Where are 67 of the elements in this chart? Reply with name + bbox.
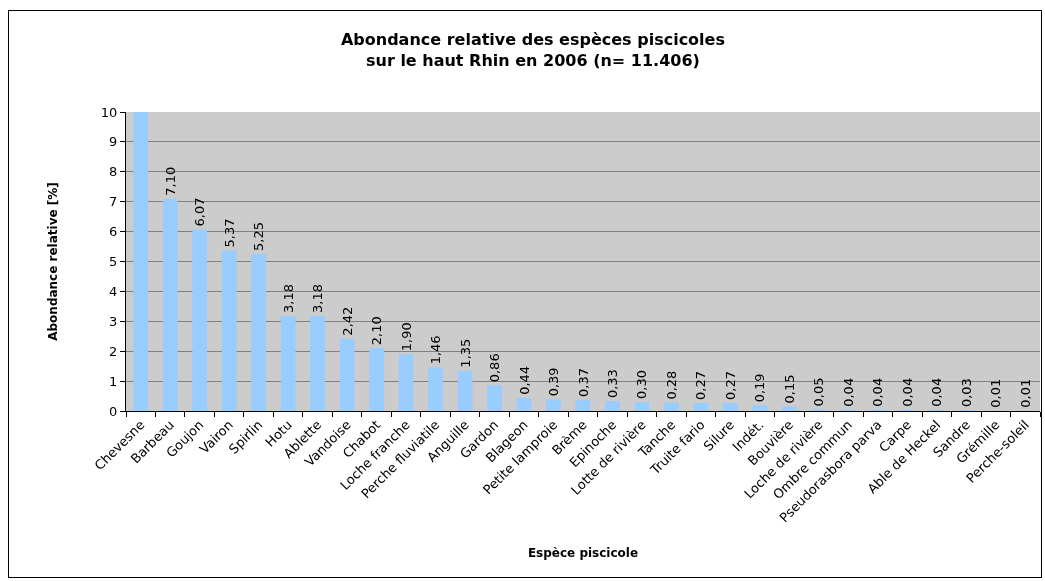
data-label: 0,37 — [575, 367, 591, 397]
bar — [339, 338, 355, 411]
y-axis-title: Abondance relative [%] — [46, 182, 61, 341]
data-label: 2,42 — [339, 306, 355, 336]
bar — [723, 402, 738, 411]
bar — [752, 405, 768, 411]
data-label: 0,04 — [929, 377, 945, 407]
bar — [251, 254, 267, 411]
bar — [192, 229, 208, 411]
chart-title: Abondance relative des espèces piscicoles sur le haut Rhin en 2006 (n= 11.406) — [340, 30, 725, 70]
bar — [487, 385, 502, 411]
x-axis-title: Espèce piscicole — [527, 546, 639, 561]
bar — [782, 406, 797, 411]
y-tick-label: 9 — [109, 134, 118, 150]
data-label: 1,46 — [428, 335, 444, 365]
data-label: 0,19 — [752, 373, 768, 403]
data-label: 0,04 — [840, 377, 856, 407]
y-tick-label: 7 — [109, 194, 118, 210]
y-tick-label: 5 — [109, 254, 118, 270]
bar — [162, 198, 178, 411]
data-label: 5,25 — [251, 222, 267, 252]
data-label: 2,10 — [369, 316, 385, 346]
bar — [664, 402, 679, 411]
bar — [634, 402, 650, 411]
y-tick-label: 3 — [109, 313, 118, 329]
y-tick-label: 1 — [109, 373, 118, 389]
data-label: 0,04 — [870, 377, 886, 407]
data-label: 0,01 — [988, 378, 1004, 408]
bar — [605, 401, 620, 411]
data-label: 0,30 — [634, 370, 650, 400]
data-label: 3,18 — [280, 283, 296, 313]
bar — [457, 370, 473, 411]
y-tick-label: 6 — [109, 224, 118, 240]
bar — [428, 367, 443, 411]
data-label: 0,28 — [663, 370, 679, 400]
bar — [516, 397, 532, 411]
bar — [133, 112, 149, 411]
bar — [398, 354, 414, 411]
data-label: 0,01 — [1017, 378, 1033, 408]
data-label: 0,33 — [604, 369, 620, 399]
y-tick-label: 8 — [109, 164, 118, 180]
bar — [310, 315, 326, 411]
y-tick-label: 10 — [100, 104, 118, 120]
bar — [280, 315, 296, 411]
data-label: 6,07 — [192, 197, 208, 227]
data-label: 0,05 — [811, 377, 827, 407]
data-label: 0,03 — [958, 378, 974, 408]
data-label: 0,04 — [899, 377, 915, 407]
y-tick-label: 0 — [109, 403, 118, 419]
data-label: 0,44 — [516, 365, 532, 395]
bar — [546, 399, 561, 411]
bar — [221, 250, 237, 411]
data-label: 0,27 — [722, 370, 738, 400]
data-label: 0,39 — [546, 367, 562, 397]
y-tick-label: 4 — [109, 283, 118, 299]
data-label: 1,35 — [457, 338, 473, 368]
data-label: 7,10 — [162, 166, 178, 196]
bar — [369, 348, 384, 411]
data-label: 0,15 — [781, 374, 797, 404]
bar — [693, 402, 709, 411]
data-label: 1,90 — [398, 322, 414, 352]
y-tick-label: 2 — [109, 343, 118, 359]
data-label: 0,86 — [487, 353, 503, 383]
data-label: 3,18 — [310, 283, 326, 313]
bar — [575, 399, 591, 411]
data-label: 0,27 — [693, 370, 709, 400]
data-label: 5,37 — [221, 218, 237, 248]
